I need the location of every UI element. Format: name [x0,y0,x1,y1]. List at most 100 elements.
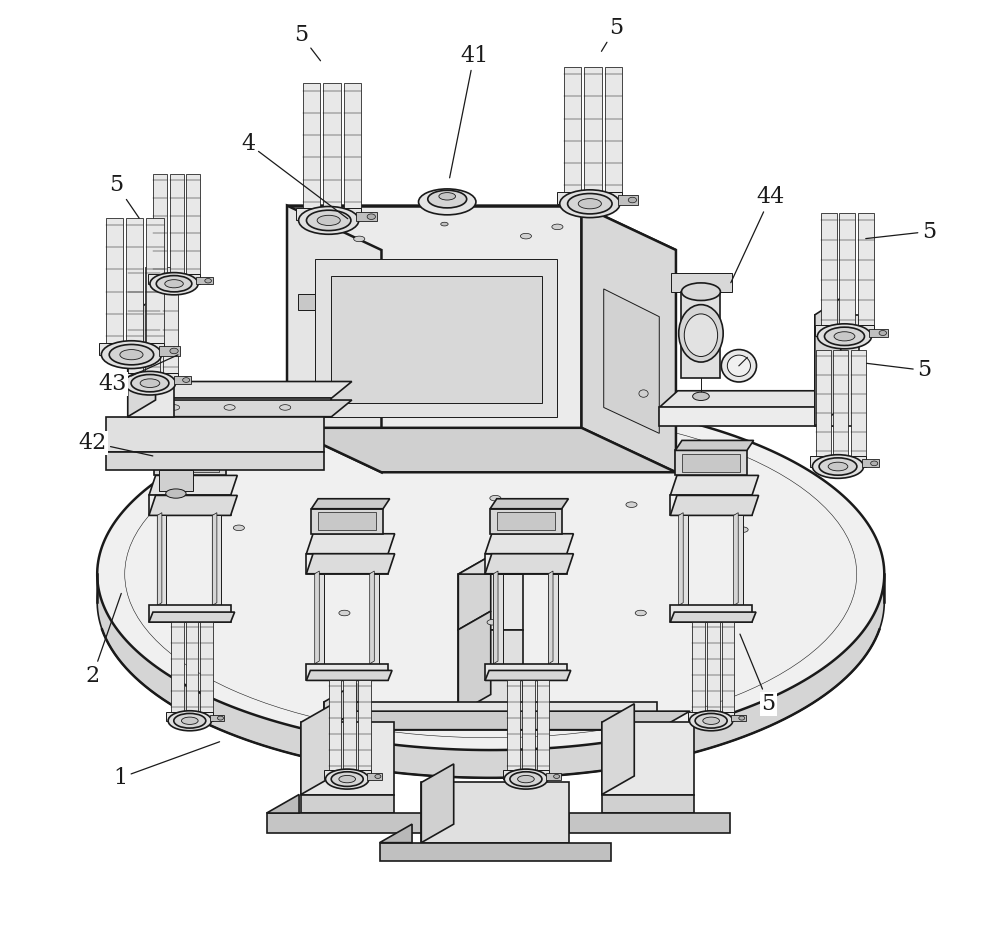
Polygon shape [370,574,379,664]
Ellipse shape [560,190,620,218]
Polygon shape [267,795,299,813]
Ellipse shape [428,190,467,208]
Ellipse shape [439,193,456,200]
Ellipse shape [217,716,223,720]
Polygon shape [675,450,747,475]
Ellipse shape [639,390,648,397]
Text: 1: 1 [113,742,220,789]
Polygon shape [358,681,371,770]
Polygon shape [815,315,859,426]
Polygon shape [287,206,381,472]
Polygon shape [670,495,759,516]
Polygon shape [458,556,491,630]
Polygon shape [421,764,454,843]
Polygon shape [128,315,174,417]
Polygon shape [306,533,395,554]
Polygon shape [581,206,676,472]
Polygon shape [421,782,569,843]
Polygon shape [344,83,361,208]
Polygon shape [157,513,162,606]
Polygon shape [507,681,520,770]
Polygon shape [343,681,356,770]
Polygon shape [380,824,412,843]
Polygon shape [315,259,557,417]
Ellipse shape [824,327,864,345]
Polygon shape [146,218,164,343]
Polygon shape [163,267,178,373]
Ellipse shape [120,350,143,359]
Ellipse shape [812,455,864,479]
Ellipse shape [520,233,531,239]
Polygon shape [287,428,676,472]
Ellipse shape [703,717,719,724]
Polygon shape [370,571,374,664]
Polygon shape [301,795,394,813]
Polygon shape [503,770,549,779]
Polygon shape [149,495,237,516]
Polygon shape [301,722,394,795]
Polygon shape [99,343,164,355]
Ellipse shape [554,774,560,779]
Ellipse shape [689,711,733,731]
Ellipse shape [441,222,448,226]
Ellipse shape [679,305,723,362]
Text: 44: 44 [731,186,785,282]
Polygon shape [675,441,754,450]
Ellipse shape [306,210,351,231]
Ellipse shape [181,717,198,724]
Polygon shape [858,213,874,326]
Text: 5: 5 [867,359,931,382]
Text: 43: 43 [99,355,178,395]
Ellipse shape [280,405,291,410]
Ellipse shape [166,489,186,498]
Text: 5: 5 [110,174,139,219]
Polygon shape [810,457,866,467]
Polygon shape [681,292,720,378]
Polygon shape [126,218,143,343]
Ellipse shape [354,502,365,507]
Polygon shape [485,664,567,681]
Polygon shape [318,512,376,531]
Polygon shape [174,376,191,384]
Ellipse shape [518,775,534,782]
Polygon shape [154,441,232,450]
Polygon shape [306,664,388,681]
Ellipse shape [331,771,363,786]
Polygon shape [815,298,841,426]
Polygon shape [148,274,200,283]
Polygon shape [186,174,200,274]
Polygon shape [128,298,156,417]
Ellipse shape [124,371,176,395]
Polygon shape [605,67,622,192]
Ellipse shape [317,216,340,225]
Polygon shape [324,711,690,730]
Polygon shape [485,533,573,554]
Ellipse shape [681,283,720,300]
Polygon shape [548,571,553,664]
Polygon shape [493,571,498,664]
Polygon shape [734,513,738,606]
Polygon shape [380,843,611,861]
Polygon shape [149,475,237,495]
Ellipse shape [354,236,365,242]
Polygon shape [458,630,523,713]
Polygon shape [839,213,855,326]
Ellipse shape [737,527,748,532]
Polygon shape [602,722,694,795]
Ellipse shape [490,495,501,501]
Polygon shape [490,499,568,508]
Polygon shape [315,574,324,664]
Polygon shape [833,350,848,457]
Polygon shape [490,508,562,533]
Text: 5: 5 [294,24,321,61]
Text: 4: 4 [241,132,348,219]
Ellipse shape [339,775,356,782]
Ellipse shape [879,331,887,335]
Ellipse shape [165,280,183,288]
Polygon shape [618,195,638,205]
Polygon shape [329,681,341,770]
Polygon shape [679,513,683,606]
Polygon shape [670,495,752,516]
Polygon shape [324,770,371,779]
Polygon shape [458,574,523,630]
